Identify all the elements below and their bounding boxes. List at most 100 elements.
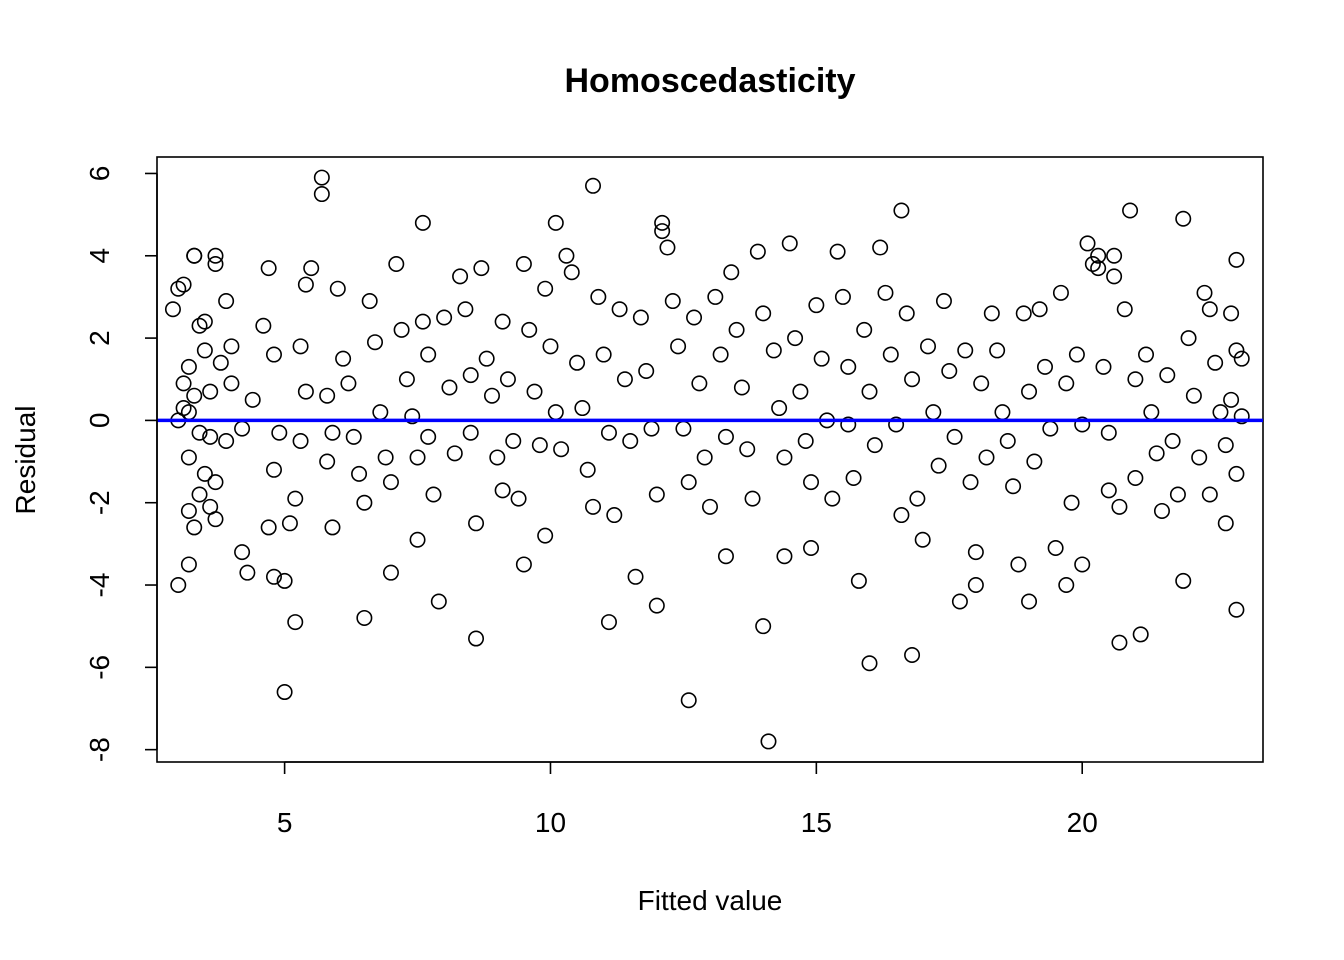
data-point [680, 474, 697, 491]
data-point [382, 564, 399, 581]
data-point [771, 400, 788, 417]
data-point [1207, 354, 1224, 371]
data-point [175, 375, 192, 392]
data-point [585, 498, 602, 515]
data-point [180, 556, 197, 573]
data-point [553, 441, 570, 458]
data-point [319, 387, 336, 404]
data-point [664, 293, 681, 310]
data-point [983, 305, 1000, 322]
data-point [372, 404, 389, 421]
data-point [558, 247, 575, 264]
data-point [324, 519, 341, 536]
y-axis-label: Residual [10, 406, 41, 515]
chart-title: Homoscedasticity [565, 62, 856, 100]
data-point [409, 531, 426, 548]
data-point [473, 260, 490, 277]
data-point [191, 486, 208, 503]
data-point [1127, 470, 1144, 487]
data-point [260, 519, 277, 536]
data-point [877, 284, 894, 301]
data-point [957, 342, 974, 359]
data-point [840, 358, 857, 375]
data-point [297, 383, 314, 400]
data-point [414, 313, 431, 330]
data-point [904, 646, 921, 663]
data-point [468, 515, 485, 532]
data-point [196, 342, 213, 359]
data-point [382, 474, 399, 491]
data-point [803, 474, 820, 491]
x-tick-label: 20 [1067, 807, 1098, 838]
data-point [276, 684, 293, 701]
data-point [351, 465, 368, 482]
data-point [739, 441, 756, 458]
points-layer [164, 169, 1250, 750]
data-point [1058, 577, 1075, 594]
data-point [255, 317, 272, 334]
data-point [452, 268, 469, 285]
data-point [1201, 486, 1218, 503]
data-point [292, 338, 309, 355]
data-point [1212, 404, 1229, 421]
data-point [760, 733, 777, 750]
data-point [287, 614, 304, 631]
data-point [861, 383, 878, 400]
data-point [840, 416, 857, 433]
data-point [893, 202, 910, 219]
data-point [446, 445, 463, 462]
data-point [212, 354, 229, 371]
data-point [404, 408, 421, 425]
data-point [457, 301, 474, 318]
data-point [744, 490, 761, 507]
data-point [600, 614, 617, 631]
data-point [967, 577, 984, 594]
data-point [547, 404, 564, 421]
data-point [1090, 247, 1107, 264]
data-point [967, 544, 984, 561]
data-point [765, 342, 782, 359]
data-point [526, 383, 543, 400]
data-point [866, 437, 883, 454]
data-point [436, 309, 453, 326]
data-point [409, 449, 426, 466]
data-point [989, 342, 1006, 359]
data-point [632, 309, 649, 326]
data-point [1148, 445, 1165, 462]
data-point [1175, 572, 1192, 589]
data-point [180, 502, 197, 519]
data-point [1223, 305, 1240, 322]
data-point [340, 375, 357, 392]
data-point [489, 449, 506, 466]
y-tick-label: 4 [84, 248, 115, 264]
data-point [186, 387, 203, 404]
y-tick-label: -2 [84, 490, 115, 515]
data-point [505, 432, 522, 449]
data-point [717, 548, 734, 565]
data-point [712, 346, 729, 363]
data-point [962, 474, 979, 491]
data-point [462, 367, 479, 384]
data-point [606, 507, 623, 524]
data-point [723, 264, 740, 281]
data-point [515, 256, 532, 273]
x-tick-label: 15 [801, 807, 832, 838]
data-point [515, 556, 532, 573]
data-point [574, 400, 591, 417]
data-point [388, 256, 405, 273]
data-point [1079, 235, 1096, 252]
data-point [494, 482, 511, 499]
data-point [994, 404, 1011, 421]
data-point [978, 449, 995, 466]
data-point [265, 568, 282, 585]
data-point [845, 470, 862, 487]
data-point [1132, 626, 1149, 643]
data-point [888, 416, 905, 433]
data-point [462, 424, 479, 441]
data-point [207, 256, 224, 273]
data-point [914, 531, 931, 548]
data-point [1058, 375, 1075, 392]
data-point [648, 486, 665, 503]
data-point [654, 214, 671, 231]
data-point [707, 288, 724, 305]
